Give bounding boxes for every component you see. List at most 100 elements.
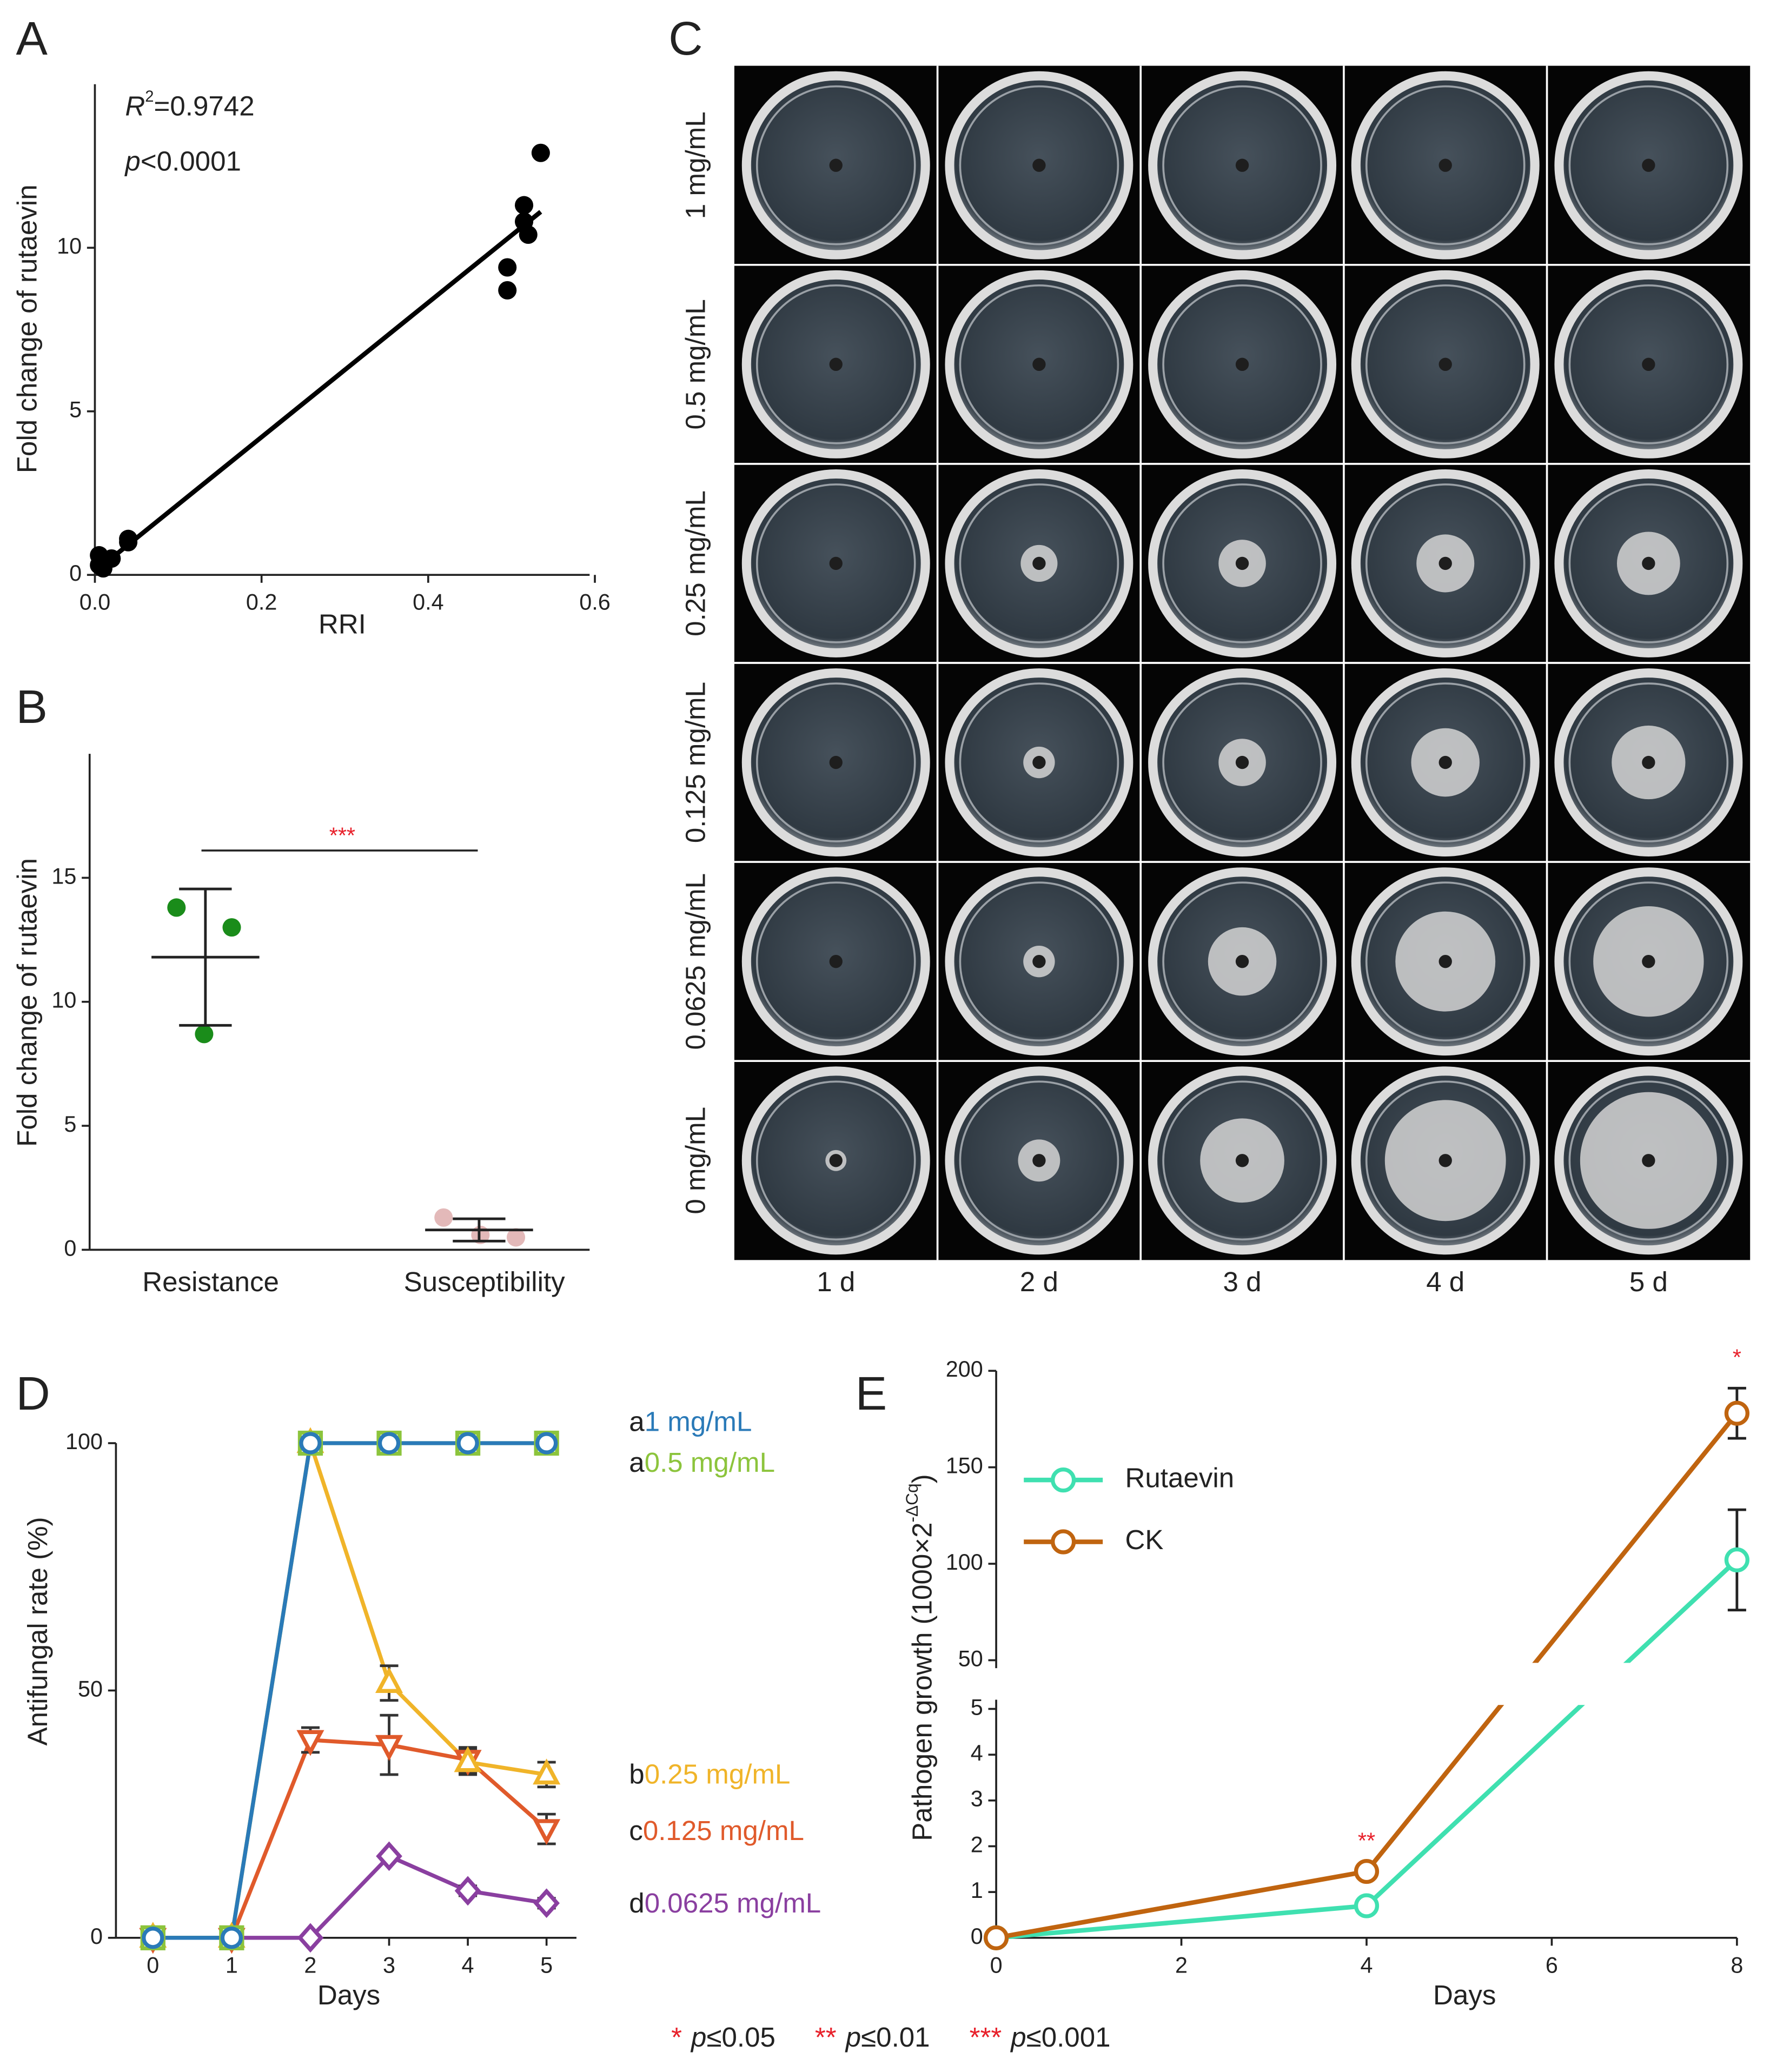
y-label-sup: -ΔCq [902, 1483, 922, 1522]
marker [375, 1667, 403, 1693]
marker [142, 1927, 164, 1949]
y-tick-label: 0 [90, 1924, 103, 1949]
x-tick-label: 4 [1360, 1953, 1373, 1977]
y-tick-label: 0 [64, 1236, 76, 1260]
inoculum [1438, 755, 1452, 769]
dish-rim [755, 682, 916, 842]
p-text: <0.0001 [141, 145, 241, 176]
column-label: 2 d [1020, 1266, 1058, 1297]
marker [1724, 1547, 1749, 1573]
x-tick-label: 8 [1731, 1953, 1743, 1977]
inoculum [1235, 1154, 1249, 1167]
inoculum [1032, 955, 1046, 968]
x-tick-label: 6 [1546, 1953, 1558, 1977]
inoculum [1438, 556, 1452, 570]
point [434, 1208, 453, 1227]
row-label: 0 mg/mL [680, 1107, 711, 1214]
marker [533, 1888, 560, 1918]
y-tick-label: 3 [971, 1787, 983, 1811]
y-tick-label: 150 [946, 1453, 983, 1478]
legend-label: Rutaevin [1125, 1463, 1235, 1493]
inoculum [829, 556, 843, 570]
y-tick-label: 5 [69, 397, 82, 422]
x-tick-label: 4 [462, 1953, 474, 1977]
y-tick-label: 4 [971, 1741, 983, 1765]
inoculum [1032, 556, 1046, 570]
x-tick-label: Susceptibility [404, 1266, 566, 1297]
row-label: 0.5 mg/mL [680, 299, 711, 429]
dish-rim [1568, 1080, 1729, 1241]
dish-rim [959, 483, 1119, 643]
dish-rim [1568, 682, 1729, 842]
dish-rim [1365, 682, 1526, 842]
legend-group: a [629, 1406, 645, 1437]
point [515, 196, 534, 215]
x-tick-label: 2 [1175, 1953, 1188, 1977]
y-tick-label: 100 [65, 1429, 103, 1454]
y-tick-label: 15 [51, 864, 76, 888]
footnote-stars: ** [815, 2022, 837, 2053]
inoculum [1438, 955, 1452, 968]
r-sup: 2 [145, 88, 154, 105]
row-label: 0.125 mg/mL [680, 682, 711, 843]
dish-rim [1162, 483, 1322, 643]
x-axis-label: Days [317, 1980, 380, 2010]
dish-rim [1365, 1080, 1526, 1241]
point [507, 1228, 526, 1247]
inoculum [1438, 357, 1452, 371]
y-tick-label: 5 [971, 1695, 983, 1719]
point [222, 918, 241, 937]
marker [535, 1432, 558, 1455]
legend-marker [1051, 1529, 1076, 1555]
legend-entry: b0.25 mg/mL [629, 1758, 790, 1789]
inoculum [829, 158, 843, 172]
marker [220, 1927, 243, 1949]
y-tick-label: 5 [64, 1112, 76, 1137]
legend-group: c [629, 1815, 643, 1846]
r-value: =0.9742 [154, 90, 255, 121]
dish-rim [1568, 881, 1729, 1041]
dish-rim [1568, 85, 1729, 245]
marker [454, 1746, 482, 1772]
dish-rim [959, 284, 1119, 444]
y-tick-label: 0 [971, 1924, 983, 1949]
y-tick-label: 200 [946, 1357, 983, 1382]
legend-entry: a0.5 mg/mL [629, 1446, 775, 1477]
dish-rim [1162, 881, 1322, 1041]
panel-label: E [856, 1367, 887, 1420]
dish-rim [959, 1080, 1119, 1241]
panel-label: A [16, 12, 48, 65]
y-tick-label: 10 [51, 988, 76, 1013]
legend-name: 0.25 mg/mL [645, 1758, 791, 1789]
row-label: 0.25 mg/mL [680, 490, 711, 636]
x-axis-label: RRI [319, 609, 366, 640]
point [519, 225, 538, 244]
point [102, 549, 121, 568]
x-tick-label: Resistance [142, 1266, 279, 1297]
row-label: 1 mg/mL [680, 111, 711, 219]
dish-rim [755, 483, 916, 643]
point [498, 281, 517, 300]
inoculum [1438, 158, 1452, 172]
inoculum [1642, 357, 1655, 371]
x-tick-label: 5 [540, 1953, 553, 1977]
y-axis-label: Fold change of rutaevin [11, 184, 42, 473]
inoculum [1235, 556, 1249, 570]
inoculum [1642, 158, 1655, 172]
footnote-text: ≤0.05 [706, 2022, 775, 2053]
y-tick-label: 0 [69, 561, 82, 586]
column-label: 3 d [1223, 1266, 1262, 1297]
inoculum [1032, 1154, 1046, 1167]
y-label-main: Pathogen growth (1000×2 [906, 1522, 937, 1841]
y-label-end: ) [906, 1474, 937, 1483]
point [167, 898, 186, 917]
dish-rim [1365, 483, 1526, 643]
y-axis-label: Antifungal rate (%) [22, 1517, 53, 1745]
y-tick-label: 2 [971, 1832, 983, 1857]
marker [376, 1841, 402, 1871]
legend-marker [1051, 1467, 1076, 1493]
legend-entry: c0.125 mg/mL [629, 1815, 804, 1846]
inoculum [1235, 755, 1249, 769]
inoculum [1642, 1154, 1655, 1167]
legend-group: b [629, 1758, 644, 1789]
